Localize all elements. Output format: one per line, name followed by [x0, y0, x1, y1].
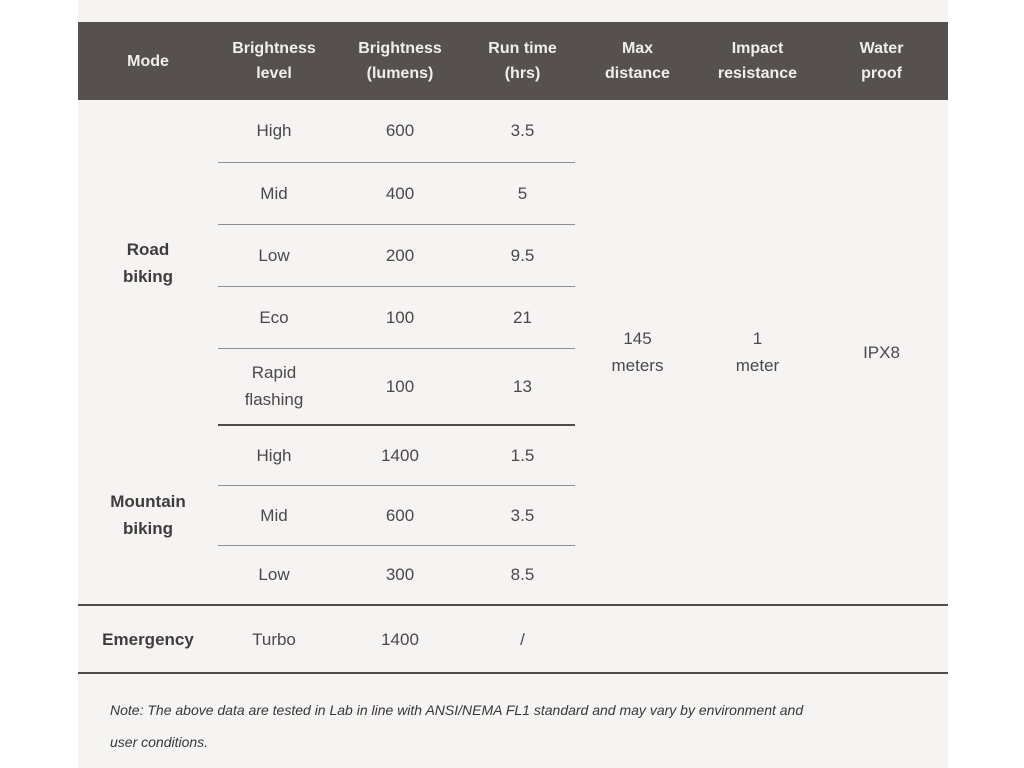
cell-lumens: 1400 — [330, 425, 470, 486]
cell-lumens: 600 — [330, 100, 470, 163]
table-row: Mid 600 3.5 — [78, 485, 948, 546]
cell-lumens: 1400 — [330, 605, 470, 674]
table-row: Emergency Turbo 1400 / — [78, 605, 948, 674]
cell-run-time: / — [470, 605, 575, 674]
impact-resistance-value: 1 meter — [735, 329, 780, 375]
table-row: Mid 400 5 — [78, 162, 948, 225]
cell-empty — [575, 605, 948, 674]
table-row: Road biking High 600 3.5 145 meters 1 me… — [78, 100, 948, 606]
header-run-time: Run time (hrs) — [470, 22, 575, 100]
header-water-proof: Water proof — [815, 22, 948, 100]
cell-run-time: 9.5 — [470, 224, 575, 287]
mode-cell-emergency: Emergency — [78, 605, 218, 674]
cell-lumens: 300 — [330, 545, 470, 606]
header-brightness-level: Brightness level — [218, 22, 330, 100]
cell-level: Mid — [218, 162, 330, 225]
cell-level: Low — [218, 545, 330, 606]
header-label: Water proof — [859, 40, 904, 82]
cell-run-time: 3.5 — [470, 100, 575, 163]
cell-level: High — [218, 425, 330, 486]
cell-level: High — [218, 100, 330, 163]
cell-level: Low — [218, 224, 330, 287]
table-row: Eco 100 21 — [78, 286, 948, 349]
header-label: Mode — [127, 52, 169, 70]
cell-run-time: 1.5 — [470, 425, 575, 486]
cell-level: Eco — [218, 286, 330, 349]
cell-level: Rapid flashing — [218, 348, 330, 426]
cell-run-time: 8.5 — [470, 545, 575, 606]
spec-table: Mode Brightness level Brightness (lumens… — [78, 22, 948, 674]
header-impact-resistance: Impact resistance — [700, 22, 815, 100]
cell-lumens: 400 — [330, 162, 470, 225]
table-row: Mountain biking High 1400 1.5 — [78, 425, 948, 606]
cell-level: Turbo — [218, 605, 330, 674]
mode-label: Mountain biking — [110, 491, 186, 538]
cell-lumens: 600 — [330, 485, 470, 546]
cell-max-distance: 145 meters — [575, 100, 700, 606]
header-label: Brightness (lumens) — [358, 40, 442, 82]
header-label: Brightness level — [232, 40, 316, 82]
mode-label: Road biking — [122, 239, 174, 286]
mode-cell-mountain-biking: Mountain biking — [78, 425, 218, 606]
cell-lumens: 100 — [330, 286, 470, 349]
level-label: Rapid flashing — [244, 363, 304, 410]
table-row: Low 300 8.5 — [78, 545, 948, 606]
table-row: Rapid flashing 100 13 — [78, 348, 948, 426]
mode-cell-road-biking: Road biking — [78, 100, 218, 425]
header-label: Max distance — [605, 40, 670, 82]
table-row: Low 200 9.5 — [78, 224, 948, 287]
spec-panel: Mode Brightness level Brightness (lumens… — [78, 0, 948, 768]
footnote: Note: The above data are tested in Lab i… — [110, 702, 804, 750]
header-max-distance: Max distance — [575, 22, 700, 100]
header-label: Impact resistance — [717, 40, 798, 82]
header-label: Run time (hrs) — [488, 40, 557, 82]
header-brightness-lumens: Brightness (lumens) — [330, 22, 470, 100]
max-distance-value: 145 meters — [611, 329, 664, 375]
cell-run-time: 5 — [470, 162, 575, 225]
cell-run-time: 21 — [470, 286, 575, 349]
cell-run-time: 3.5 — [470, 485, 575, 546]
cell-impact-resistance: 1 meter — [700, 100, 815, 606]
cell-lumens: 100 — [330, 348, 470, 426]
water-proof-value: IPX8 — [863, 343, 900, 362]
header-row: Mode Brightness level Brightness (lumens… — [78, 22, 948, 100]
cell-lumens: 200 — [330, 224, 470, 287]
cell-level: Mid — [218, 485, 330, 546]
header-mode: Mode — [78, 22, 218, 100]
cell-run-time: 13 — [470, 348, 575, 426]
cell-water-proof: IPX8 — [815, 100, 948, 606]
